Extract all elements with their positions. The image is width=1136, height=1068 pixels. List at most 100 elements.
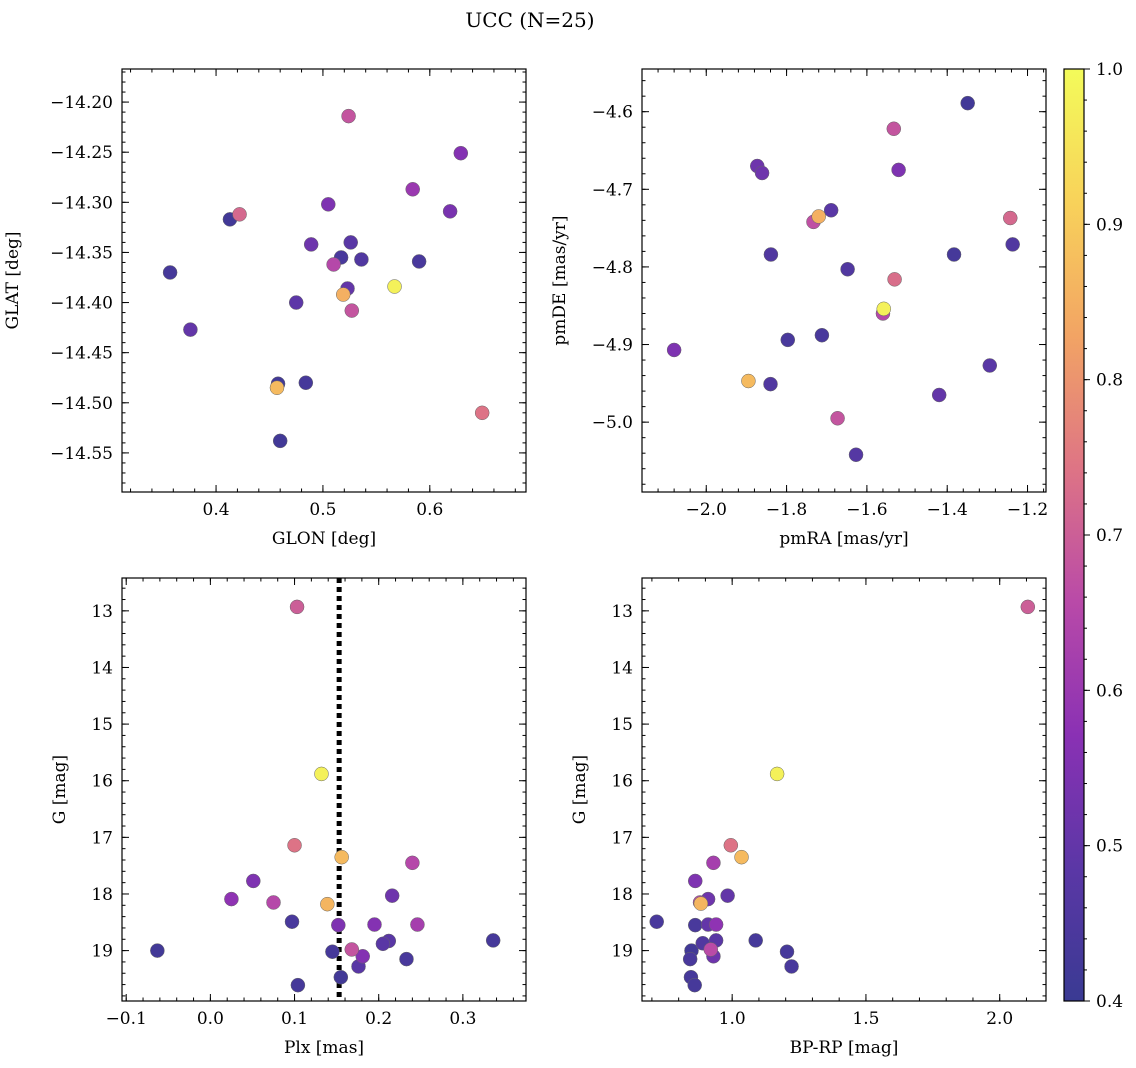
data-point xyxy=(410,917,425,932)
axes-frame xyxy=(641,68,1047,493)
data-point xyxy=(331,917,346,933)
x-tick-label: 0.6 xyxy=(416,500,443,520)
data-point xyxy=(442,204,458,219)
data-point xyxy=(687,917,703,933)
colorbar-tick-label: 0.4 xyxy=(1096,992,1123,1012)
x-tick-label: −0.1 xyxy=(106,1009,147,1029)
data-point xyxy=(666,342,682,358)
data-point xyxy=(784,959,799,974)
x-tick-label: 0.2 xyxy=(365,1009,392,1029)
data-point xyxy=(823,203,839,218)
y-tick-label: 19 xyxy=(91,942,113,962)
data-point xyxy=(287,838,302,853)
panel-pm: −2.0 −1.8 −1.6 −1.4 −1.2 −4.6 −4.7 −4.8 −4.9 −5.0… xyxy=(550,68,1048,549)
data-point xyxy=(325,944,340,959)
panel-glon-glat: 0.4 0.5 0.6 −14.20 −14.25 −14.30 −14.35 −14.40 −… xyxy=(3,68,527,549)
data-point xyxy=(183,322,198,337)
data-point xyxy=(687,873,703,889)
data-point xyxy=(162,265,178,280)
x-tick-label: 0.4 xyxy=(203,500,230,520)
data-point xyxy=(687,977,702,993)
data-point xyxy=(649,914,664,929)
data-point xyxy=(779,944,795,959)
y-tick-label: −14.25 xyxy=(50,143,113,163)
data-point xyxy=(706,855,721,871)
data-point xyxy=(266,895,281,910)
y-tick-label: 13 xyxy=(91,602,113,622)
data-point xyxy=(931,387,947,403)
data-point xyxy=(405,182,420,197)
x-tick-label: −1.8 xyxy=(766,500,807,520)
colorbar-frame xyxy=(1063,68,1085,1002)
data-point xyxy=(354,252,369,267)
data-point xyxy=(320,896,335,912)
data-point xyxy=(763,376,778,392)
data-point xyxy=(780,332,796,348)
panel-bprp-g: 1.0 1.5 2.0 13 14 15 16 17 18 19 BP-RP [mag] G [mag… xyxy=(570,577,1047,1058)
colorbar-tick-label: 1.0 xyxy=(1096,60,1123,80)
x-tick-label: 1.5 xyxy=(852,1009,879,1029)
colorbar-tick-label: 0.6 xyxy=(1096,681,1123,701)
data-point xyxy=(289,599,305,615)
x-tick-label: 0.0 xyxy=(197,1009,224,1029)
y-tick-label: 19 xyxy=(611,942,633,962)
y-tick-label: −4.7 xyxy=(592,180,633,200)
data-point xyxy=(876,301,892,317)
x-tick-label: −1.4 xyxy=(927,500,968,520)
data-point xyxy=(946,247,962,262)
x-axis-label: pmRA [mas/yr] xyxy=(779,529,908,549)
data-point xyxy=(811,209,826,224)
data-point xyxy=(734,849,749,865)
data-point xyxy=(272,433,288,449)
data-point xyxy=(769,766,785,782)
data-point xyxy=(375,936,391,952)
colorbar-tick-label: 0.8 xyxy=(1096,371,1123,391)
y-tick-label: 16 xyxy=(91,772,113,792)
data-point xyxy=(960,95,975,111)
y-tick-label: −14.50 xyxy=(50,394,113,414)
data-point xyxy=(1005,237,1020,252)
data-point xyxy=(387,279,402,294)
data-point xyxy=(343,235,358,250)
y-tick-label: −14.30 xyxy=(50,193,113,213)
data-point xyxy=(754,165,770,181)
x-axis-label: Plx [mas] xyxy=(284,1038,364,1058)
y-tick-label: 15 xyxy=(611,715,633,735)
data-point xyxy=(344,942,360,957)
data-point xyxy=(303,237,319,252)
data-point xyxy=(344,303,360,318)
x-tick-label: 2.0 xyxy=(986,1009,1013,1029)
data-point xyxy=(720,888,735,903)
y-axis-label: pmDE [mas/yr] xyxy=(550,215,570,345)
y-tick-label: 17 xyxy=(91,828,113,848)
data-point xyxy=(840,261,855,277)
colorbar-tick-label: 0.9 xyxy=(1096,215,1123,235)
data-point xyxy=(474,405,490,421)
data-point xyxy=(741,373,756,389)
axes-frame xyxy=(121,68,527,493)
data-point xyxy=(723,838,739,853)
colorbar-tick-label: 0.7 xyxy=(1096,526,1123,546)
data-point xyxy=(232,207,247,222)
data-point xyxy=(314,766,329,782)
data-point xyxy=(335,287,351,302)
data-point xyxy=(290,977,306,993)
data-point xyxy=(355,949,370,964)
data-point xyxy=(886,121,902,137)
y-tick-label: −4.8 xyxy=(592,258,633,278)
data-point xyxy=(333,969,349,985)
y-tick-label: −14.35 xyxy=(50,243,113,263)
data-point xyxy=(982,358,998,373)
colorbar: 0.4 0.5 0.6 0.7 0.8 0.9 1.0 xyxy=(1063,60,1123,1012)
axes-frame xyxy=(641,577,1047,1002)
x-tick-label: 1.0 xyxy=(719,1009,746,1029)
data-point xyxy=(367,917,382,932)
y-tick-label: 17 xyxy=(611,828,633,848)
data-point xyxy=(384,888,400,903)
y-tick-label: −14.55 xyxy=(50,444,113,464)
data-point xyxy=(224,891,239,907)
y-tick-label: 18 xyxy=(91,885,113,905)
x-tick-label: −1.2 xyxy=(1007,500,1048,520)
data-point xyxy=(334,849,349,865)
